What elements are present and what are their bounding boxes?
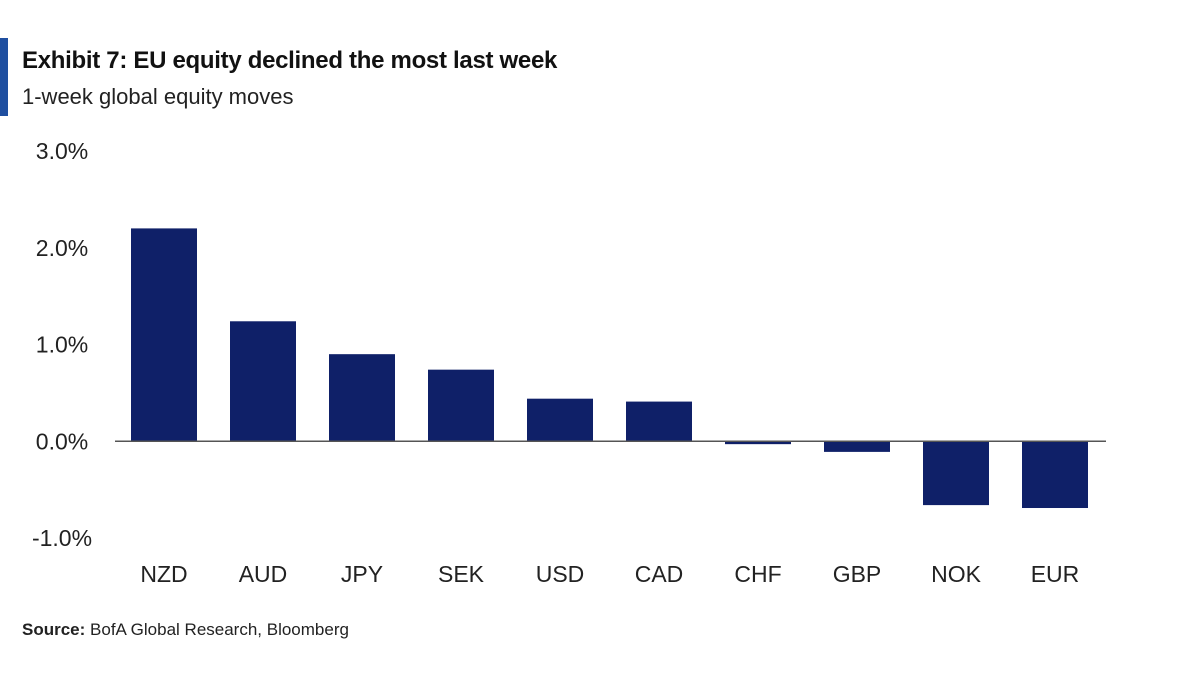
bar-sek [428,369,494,442]
bar-gbp [824,441,890,452]
y-axis-tick-labels: 3.0% 2.0% 1.0% 0.0% -1.0% [32,138,92,551]
bar-jpy [329,354,395,442]
source-text: BofA Global Research, Bloomberg [90,620,349,639]
x-tick-label: GBP [833,561,882,587]
y-tick-label: -1.0% [32,525,92,551]
bar-nzd [131,228,197,442]
y-tick-label: 2.0% [36,235,88,261]
x-tick-label: AUD [239,561,288,587]
bar-chf [725,441,791,445]
bar-cad [626,401,692,442]
bar-chart: 3.0% 2.0% 1.0% 0.0% -1.0% NZD AUD JPY SEK USD CAD… [32,138,1106,587]
x-tick-label: JPY [341,561,383,587]
y-tick-label: 1.0% [36,332,88,358]
bar-usd [527,398,593,442]
bar-aud [230,321,296,442]
y-tick-label: 3.0% [36,138,88,164]
bar-nok [923,441,989,506]
x-tick-label: CAD [635,561,684,587]
x-tick-label: USD [536,561,585,587]
x-tick-label: NZD [140,561,187,587]
y-tick-label: 0.0% [36,428,88,454]
source-note: Source: BofA Global Research, Bloomberg [22,620,349,640]
x-tick-label: CHF [734,561,781,587]
bar-eur [1022,441,1088,509]
x-tick-label: EUR [1031,561,1080,587]
source-label: Source: [22,620,86,639]
chart-subtitle: 1-week global equity moves [22,84,294,109]
title-accent-bar [0,38,8,116]
bars-group [131,228,1088,509]
x-axis-tick-labels: NZD AUD JPY SEK USD CAD CHF GBP NOK EUR [140,561,1079,587]
x-tick-label: SEK [438,561,485,587]
chart-title: Exhibit 7: EU equity declined the most l… [22,47,558,74]
x-tick-label: NOK [931,561,982,587]
